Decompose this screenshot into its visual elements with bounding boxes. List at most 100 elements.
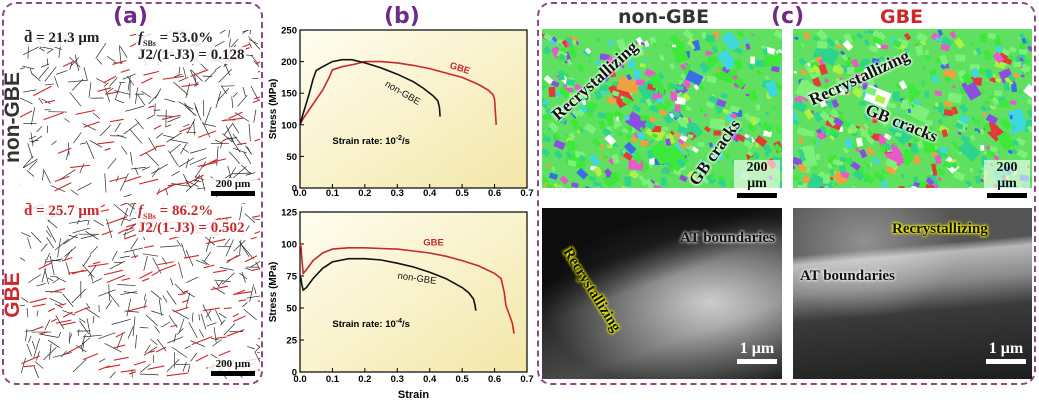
grain (861, 124, 868, 131)
grain (568, 92, 580, 104)
grain-boundary (71, 57, 79, 66)
grain-boundary (63, 234, 78, 245)
grain (850, 161, 861, 171)
grain (589, 154, 601, 167)
grain (723, 152, 731, 160)
grain (543, 75, 554, 85)
grain (705, 34, 716, 42)
grain (704, 60, 715, 69)
grain-boundary (246, 295, 260, 299)
grain (823, 77, 830, 84)
grain (864, 176, 875, 185)
grain-boundary (54, 76, 59, 88)
grain (838, 39, 842, 44)
grain (586, 110, 593, 119)
grain (736, 30, 745, 38)
grain (880, 168, 887, 175)
grain-boundary (204, 106, 212, 125)
grain (847, 123, 859, 134)
grain (796, 126, 809, 137)
strain-rate-annotation: Strain rate: 10-4/s (332, 318, 410, 330)
special-boundary (166, 372, 188, 377)
series-label: non-GBE (397, 271, 437, 287)
grain-boundary (230, 38, 239, 48)
grain-boundary (46, 236, 54, 249)
grain (922, 135, 936, 154)
grain-boundary (79, 163, 85, 174)
grain (641, 46, 647, 51)
grain-boundary (27, 237, 32, 249)
grain (725, 55, 731, 61)
grain-boundary (98, 358, 106, 363)
grain (551, 80, 560, 88)
grain (780, 41, 782, 45)
grain (743, 139, 755, 150)
grain-boundary (120, 255, 131, 259)
grain (955, 54, 966, 62)
grain (828, 134, 835, 141)
grain (989, 145, 998, 153)
grain (793, 164, 796, 170)
special-boundary (63, 345, 82, 356)
grain-boundary (189, 148, 207, 154)
grain (983, 122, 992, 133)
grain (595, 36, 602, 43)
grain-boundary (140, 363, 151, 373)
grain-boundary (154, 325, 160, 334)
grain-boundary (104, 343, 122, 353)
grain-boundary (194, 176, 205, 181)
grain-boundary (146, 114, 155, 120)
grain-boundary (25, 328, 28, 342)
special-boundary (210, 285, 228, 291)
grain (625, 111, 649, 133)
grain-boundary (82, 337, 91, 345)
grain-boundary (187, 365, 191, 373)
grain (1026, 98, 1032, 106)
special-boundary (238, 299, 246, 302)
grain-boundary (109, 371, 116, 379)
grain-boundary (119, 173, 129, 192)
grain-boundary (222, 272, 235, 285)
grain (931, 74, 940, 84)
grain (965, 179, 973, 187)
grain (989, 104, 995, 110)
special-boundary (33, 326, 44, 331)
grain (728, 124, 735, 132)
grain (645, 98, 653, 107)
grain (572, 39, 577, 46)
grain-boundary (41, 98, 51, 105)
grain (601, 73, 610, 82)
special-boundary (113, 344, 126, 349)
grain-boundary (167, 116, 181, 123)
grain (914, 88, 919, 96)
grain (756, 69, 762, 76)
grain-boundary (111, 250, 118, 261)
grain (1023, 83, 1032, 101)
series-line-gbe (299, 243, 515, 334)
grain (1019, 56, 1024, 62)
grain-boundary (178, 101, 194, 110)
grain-boundary (126, 298, 132, 317)
grain-boundary (44, 319, 51, 331)
grain (1018, 41, 1026, 51)
grain (673, 168, 682, 176)
grain-boundary (121, 146, 128, 155)
grain (731, 68, 739, 77)
grain (580, 92, 591, 100)
grain-boundary (248, 123, 251, 142)
x-tick-label: 0.6 (488, 188, 501, 199)
tem-image-non-gbe (542, 208, 782, 379)
grain (758, 60, 763, 66)
grain (567, 45, 577, 56)
grain (569, 117, 580, 128)
grain (619, 63, 625, 69)
grain (606, 96, 617, 105)
grain (947, 92, 963, 104)
grain (979, 144, 985, 151)
grain (616, 75, 640, 95)
grain (636, 131, 647, 142)
grain (679, 174, 688, 183)
grain (644, 178, 654, 188)
grain (542, 135, 552, 143)
special-boundary (191, 336, 213, 346)
